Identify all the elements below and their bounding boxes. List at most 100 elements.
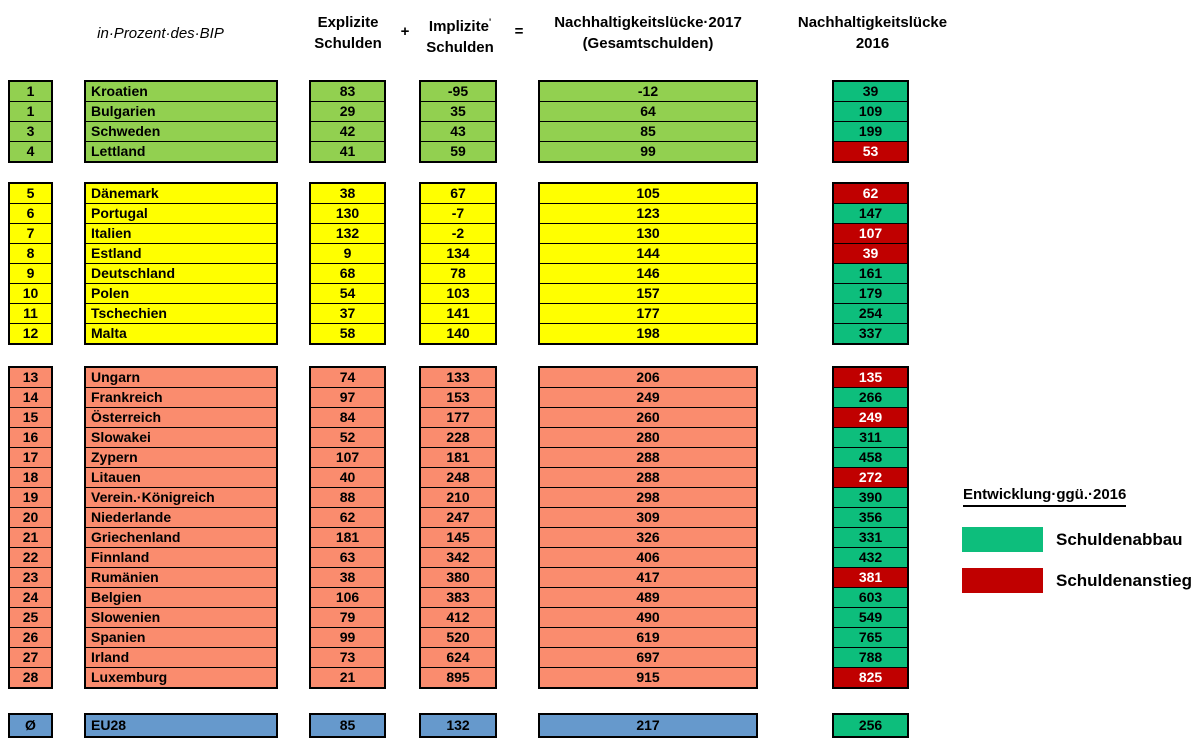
rank-cell: 14 (10, 387, 51, 407)
rank-cell: 9 (10, 263, 51, 283)
implizit-cell: 43 (421, 121, 495, 141)
country-block: Dänemark Portugal Italien Estland Deutschlan… (84, 182, 278, 345)
gap2017-cell: 157 (540, 283, 756, 303)
gap2017-cell: 144 (540, 243, 756, 263)
implizit-cell: 210 (421, 487, 495, 507)
gap2016-cell: 39 (834, 82, 907, 101)
implizit-cell: 78 (421, 263, 495, 283)
gap2016-cell: 381 (834, 567, 907, 587)
legend-label-schuldenanstieg: Schuldenanstieg (1056, 571, 1193, 590)
gap2016-cell: 266 (834, 387, 907, 407)
gap2017-cell: 489 (540, 587, 756, 607)
gap2017-cell: 697 (540, 647, 756, 667)
country-cell: Dänemark (86, 184, 276, 203)
gap2017-cell: 280 (540, 427, 756, 447)
implizit-cell: 383 (421, 587, 495, 607)
legend-swatch-schuldenabbau (962, 527, 1043, 552)
implizit-cell: 35 (421, 101, 495, 121)
gap2016-cell: 603 (834, 587, 907, 607)
gap2016-cell: 161 (834, 263, 907, 283)
country-cell: Belgien (86, 587, 276, 607)
implizit-cell: 133 (421, 368, 495, 387)
explizit-cell: 83 (311, 82, 384, 101)
rank-cell: 4 (10, 141, 51, 161)
gap2017-cell: 326 (540, 527, 756, 547)
gap2016-cell: 53 (834, 141, 907, 161)
implizit-cell: 140 (421, 323, 495, 343)
gap2017-cell: 288 (540, 467, 756, 487)
country-cell: Tschechien (86, 303, 276, 323)
rank-cell: 27 (10, 647, 51, 667)
explizit-block: 85 (309, 713, 386, 738)
country-cell: Bulgarien (86, 101, 276, 121)
implizit-cell: 141 (421, 303, 495, 323)
country-cell: Deutschland (86, 263, 276, 283)
rank-cell: 16 (10, 427, 51, 447)
gap2016-cell: 311 (834, 427, 907, 447)
rank-cell: 8 (10, 243, 51, 263)
gap2016-cell: 147 (834, 203, 907, 223)
explizit-block: 83 29 42 41 (309, 80, 386, 163)
implizit-cell: -2 (421, 223, 495, 243)
gap2016-cell: 549 (834, 607, 907, 627)
gap2016-cell: 254 (834, 303, 907, 323)
gap2016-block: 62 147 107 39 161 179 254 337 (832, 182, 909, 345)
gap2017-block: 105 123 130 144 146 157 177 198 (538, 182, 758, 345)
country-block: Kroatien Bulgarien Schweden Lettland (84, 80, 278, 163)
explizit-cell: 38 (311, 567, 384, 587)
country-cell: Schweden (86, 121, 276, 141)
gap2016-cell: 337 (834, 323, 907, 343)
gap2017-cell: 130 (540, 223, 756, 243)
gap2016-cell: 788 (834, 647, 907, 667)
implizit-block: 132 (419, 713, 497, 738)
implizite-line2: Schulden (426, 39, 494, 56)
gap2016-block: 135 266 249 311 458 272 390 356 331 432 381 603 549 7… (832, 366, 909, 689)
explizit-cell: 42 (311, 121, 384, 141)
gap2017-block: 217 (538, 713, 758, 738)
gap2017-cell: 309 (540, 507, 756, 527)
implizit-cell: 520 (421, 627, 495, 647)
rank-block: 13 14 15 16 17 18 19 20 21 22 23 24 25 26 27 28 (8, 366, 53, 689)
gap2016-cell: 109 (834, 101, 907, 121)
explizit-cell: 38 (311, 184, 384, 203)
implizite-word: Implizite (428, 18, 489, 35)
rank-cell: 21 (10, 527, 51, 547)
rank-cell: 7 (10, 223, 51, 243)
legend-label-schuldenabbau: Schuldenabbau (1056, 530, 1183, 549)
gap2016-block: 256 (832, 713, 909, 738)
gap2017-block: -12 64 85 99 (538, 80, 758, 163)
gap2017-cell: 249 (540, 387, 756, 407)
gap2016-cell: 432 (834, 547, 907, 567)
implizit-cell: 248 (421, 467, 495, 487)
gap2017-cell: 85 (540, 121, 756, 141)
country-cell: Spanien (86, 627, 276, 647)
gap2016-cell: 390 (834, 487, 907, 507)
gap2016-cell: 458 (834, 447, 907, 467)
implizit-cell: 177 (421, 407, 495, 427)
plus-operator: + (400, 23, 410, 40)
implizit-cell: 412 (421, 607, 495, 627)
explizit-cell: 74 (311, 368, 384, 387)
explizit-cell: 99 (311, 627, 384, 647)
gap2017-cell: -12 (540, 82, 756, 101)
gap2016-cell: 331 (834, 527, 907, 547)
implizit-cell: 895 (421, 667, 495, 687)
country-cell: Slowakei (86, 427, 276, 447)
implizit-cell: 342 (421, 547, 495, 567)
explizit-cell: 21 (311, 667, 384, 687)
country-cell: Slowenien (86, 607, 276, 627)
implizit-cell: 247 (421, 507, 495, 527)
country-cell: Lettland (86, 141, 276, 161)
explizit-cell: 29 (311, 101, 384, 121)
gap2016-cell: 765 (834, 627, 907, 647)
country-cell: Frankreich (86, 387, 276, 407)
rank-cell: 11 (10, 303, 51, 323)
gap2017-cell: 198 (540, 323, 756, 343)
implizit-block: 67 -7 -2 134 78 103 141 140 (419, 182, 497, 345)
rank-cell: 28 (10, 667, 51, 687)
country-cell: Finnland (86, 547, 276, 567)
unit-label: in·Prozent·des·BIP (97, 25, 224, 42)
gap2017-cell: 123 (540, 203, 756, 223)
rank-cell: 24 (10, 587, 51, 607)
